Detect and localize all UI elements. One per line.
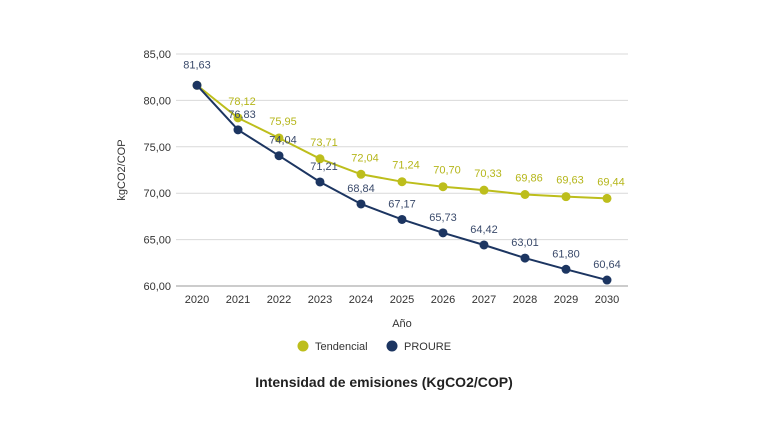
- data-point: [274, 133, 284, 143]
- y-tick-label: 80,00: [143, 95, 171, 107]
- data-point: [438, 228, 448, 238]
- x-tick-label: 2025: [390, 294, 414, 306]
- chart-title: Intensidad de emisiones (KgCO2/COP): [255, 374, 513, 390]
- data-point: [602, 275, 612, 285]
- x-tick-label: 2021: [226, 294, 250, 306]
- y-tick-label: 65,00: [143, 235, 171, 247]
- data-label: 68,84: [347, 183, 375, 195]
- x-tick-label: 2030: [595, 294, 619, 306]
- x-axis-label: Año: [392, 318, 412, 330]
- data-label: 65,73: [429, 212, 457, 224]
- data-label: 60,64: [593, 259, 621, 271]
- data-point: [479, 185, 489, 195]
- x-tick-label: 2027: [472, 294, 496, 306]
- data-label: 61,80: [552, 248, 580, 260]
- data-label: 69,63: [556, 175, 584, 187]
- data-label: 74,04: [269, 135, 297, 147]
- data-point: [479, 240, 489, 250]
- data-point: [561, 264, 571, 274]
- data-label: 76,83: [228, 109, 256, 121]
- data-point: [356, 169, 366, 179]
- data-point: [356, 199, 366, 209]
- data-label: 72,04: [351, 152, 379, 164]
- data-point: [602, 193, 612, 203]
- y-axis-label: kgCO2/COP: [116, 139, 128, 200]
- data-label: 70,33: [474, 168, 502, 180]
- legend-label: PROURE: [404, 341, 451, 353]
- data-point: [233, 113, 243, 123]
- x-tick-label: 2023: [308, 294, 332, 306]
- y-tick-label: 60,00: [143, 281, 171, 293]
- data-point: [438, 182, 448, 192]
- data-label: 71,21: [310, 161, 338, 173]
- legend-label: Tendencial: [315, 341, 368, 353]
- data-point: [520, 253, 530, 263]
- data-point: [192, 80, 202, 90]
- data-point: [315, 154, 325, 164]
- data-point: [274, 151, 284, 161]
- data-label: 69,86: [515, 172, 543, 184]
- data-label: 78,12: [228, 96, 256, 108]
- data-label: 69,44: [597, 176, 625, 188]
- data-point: [315, 177, 325, 187]
- y-tick-label: 85,00: [143, 49, 171, 61]
- data-point: [561, 192, 571, 202]
- x-tick-label: 2026: [431, 294, 455, 306]
- data-label: 64,42: [470, 224, 498, 236]
- data-label: 67,17: [388, 198, 416, 210]
- data-point: [233, 125, 243, 135]
- data-point: [397, 177, 407, 187]
- y-tick-label: 70,00: [143, 188, 171, 200]
- x-tick-label: 2020: [185, 294, 209, 306]
- data-label: 81,63: [183, 59, 211, 71]
- x-tick-label: 2029: [554, 294, 578, 306]
- legend-marker: [386, 340, 398, 352]
- x-tick-label: 2022: [267, 294, 291, 306]
- data-label: 75,95: [269, 116, 297, 128]
- data-label: 71,24: [392, 160, 420, 172]
- data-label: 63,01: [511, 237, 539, 249]
- x-tick-label: 2028: [513, 294, 537, 306]
- data-point: [397, 214, 407, 224]
- y-tick-label: 75,00: [143, 142, 171, 154]
- x-tick-label: 2024: [349, 294, 373, 306]
- data-label: 70,70: [433, 165, 461, 177]
- data-label: 73,71: [310, 137, 338, 149]
- data-point: [520, 189, 530, 199]
- legend-marker: [297, 340, 309, 352]
